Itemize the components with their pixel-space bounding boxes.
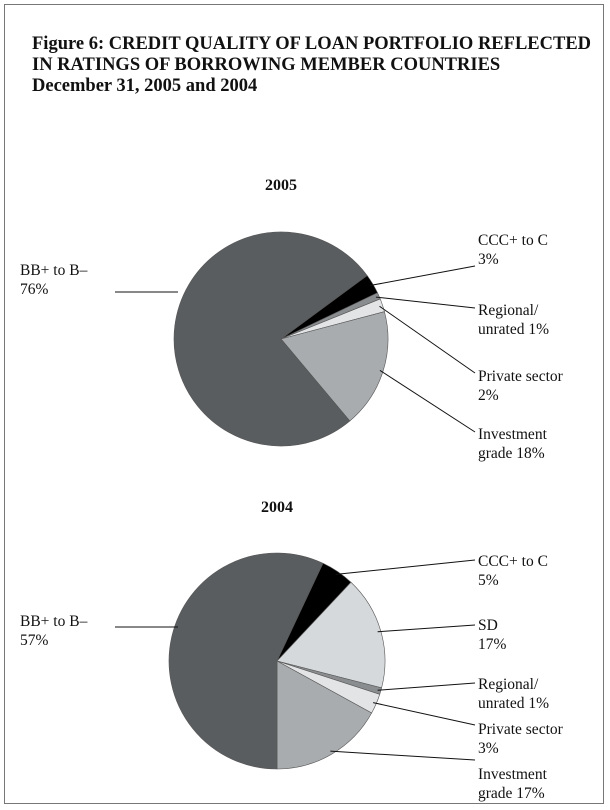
slice-label: Regional/ unrated 1% (478, 675, 568, 713)
pie-slice (280, 311, 389, 422)
leader-line (330, 750, 476, 761)
value-label: 3% (478, 740, 499, 757)
figure-title-block: Figure 6: CREDIT QUALITY OF LOAN PORTFOL… (32, 34, 592, 97)
category-label: Private sector (478, 368, 563, 385)
leader-line (373, 702, 476, 726)
category-label: Investment grade (478, 426, 547, 462)
slice-label: Investment grade 17% (478, 765, 568, 803)
pie-slice (276, 581, 386, 689)
slice-label: Private sector 3% (478, 720, 568, 758)
slice-label: Investment grade 18% (478, 425, 568, 463)
value-label: 57% (20, 632, 49, 649)
slice-label: CCC+ to C 3% (478, 231, 588, 269)
pie-title: 2005 (265, 177, 297, 194)
value-label: 5% (478, 572, 499, 589)
slice-label: SD 17% (478, 616, 588, 654)
pie-slice (173, 231, 368, 447)
category-label: BB+ to B– (20, 262, 88, 279)
slice-label: BB+ to B– 76% (20, 261, 130, 299)
category-label: Regional/ unrated (478, 302, 539, 338)
value-label: 1% (528, 321, 550, 338)
value-label: 76% (20, 281, 49, 298)
slice-label: CCC+ to C 5% (478, 552, 588, 590)
category-label: Regional/ unrated (478, 676, 539, 712)
slice-label: BB+ to B– 57% (20, 612, 130, 650)
leader-line (379, 305, 476, 374)
leader-line (377, 624, 476, 633)
leader-line (377, 682, 476, 691)
value-label: 17% (516, 785, 545, 802)
slice-label: Private sector 2% (478, 367, 568, 405)
value-label: 3% (478, 251, 499, 268)
frame (4, 4, 604, 804)
category-label: Private sector (478, 721, 563, 738)
pie-slice (276, 660, 373, 770)
value-label: 18% (516, 445, 545, 462)
category-label: Investment grade (478, 766, 547, 802)
figure-title: Figure 6: CREDIT QUALITY OF LOAN PORTFOL… (32, 34, 592, 75)
pie-slice (168, 552, 324, 770)
value-label: 1% (528, 695, 550, 712)
slice-label: Regional/ unrated 1% (478, 301, 568, 339)
category-label: CCC+ to C (478, 232, 548, 249)
leader-line (379, 369, 476, 433)
category-label: CCC+ to C (478, 553, 548, 570)
leader-line (335, 559, 476, 575)
leader-line (369, 265, 476, 287)
value-label: 17% (478, 636, 507, 653)
leader-line (375, 296, 476, 309)
category-label: BB+ to B– (20, 613, 88, 630)
value-label: 2% (478, 387, 499, 404)
figure-subtitle: December 31, 2005 and 2004 (32, 76, 258, 96)
category-label: SD (478, 617, 498, 634)
pie-title: 2004 (261, 499, 293, 516)
